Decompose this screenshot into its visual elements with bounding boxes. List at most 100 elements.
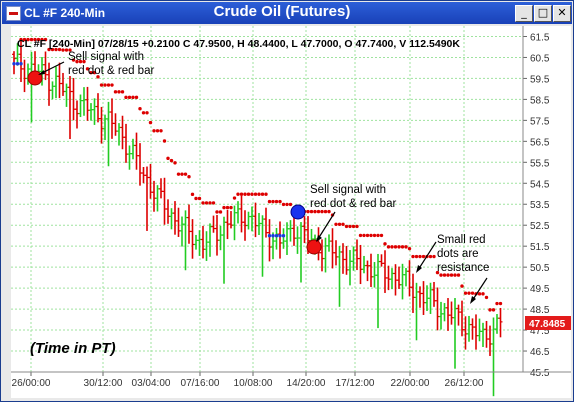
resistance-dot: [421, 254, 426, 259]
resistance-dot: [334, 222, 338, 227]
sell-signal-label-line2: red dot & red bar: [310, 198, 396, 210]
resistance-dot: [138, 107, 142, 111]
y-tick-label: 45.5: [530, 368, 550, 379]
support-dot: [274, 233, 279, 238]
resistance-dot: [267, 199, 272, 204]
x-tick-label: 03/04:00: [132, 378, 171, 389]
resistance-dot: [477, 292, 482, 296]
support-dot: [12, 62, 16, 66]
resistance-dot: [376, 233, 380, 238]
resistance-dot: [285, 202, 289, 207]
sell-signal-arrow: [317, 211, 336, 240]
resistance-dot: [145, 111, 149, 115]
support-dot: [15, 62, 20, 66]
resistance-dot: [386, 245, 391, 249]
resistance-dot: [372, 233, 377, 238]
resistance-dot: [337, 222, 342, 227]
resistance-dot: [463, 291, 468, 295]
resistance-dot: [99, 83, 104, 87]
x-tick-label: 22/00:00: [391, 378, 430, 389]
y-tick-label: 55.5: [530, 158, 550, 169]
resistance-dot: [169, 158, 174, 163]
resistance-dot: [467, 291, 471, 295]
y-tick-label: 58.5: [530, 95, 550, 106]
chart-title: Crude Oil (Futures): [213, 3, 351, 20]
y-tick-label: 51.5: [530, 242, 550, 253]
resistance-dot: [446, 273, 450, 277]
resistance-dot: [82, 59, 86, 64]
maximize-button[interactable]: □: [534, 5, 552, 22]
x-tick-label: 26/12:00: [445, 378, 484, 389]
resistance-dot: [120, 90, 125, 94]
chart-window-icon: [6, 6, 21, 21]
resistance-dot: [85, 67, 90, 71]
y-tick-label: 50.5: [530, 263, 550, 274]
y-tick-label: 57.5: [530, 116, 550, 127]
resistance-dot: [92, 70, 97, 75]
y-tick-label: 61.5: [530, 32, 550, 43]
resistance-label-line2: dots are: [437, 248, 479, 260]
sell-signal-label-line1: Sell signal with: [310, 184, 386, 196]
resistance-dot: [257, 192, 261, 196]
resistance-dot: [323, 209, 328, 214]
x-axis-panel: [11, 372, 571, 398]
resistance-dot: [365, 233, 370, 238]
resistance-dot: [313, 209, 317, 214]
resistance-dot: [232, 196, 237, 200]
resistance-dot: [57, 47, 62, 52]
y-tick-label: 60.5: [530, 53, 550, 64]
title-bar[interactable]: CL #F 240-Min Crude Oil (Futures) _ □ ✕: [2, 2, 572, 24]
resistance-dot: [64, 48, 69, 52]
resistance-dot: [369, 233, 373, 238]
resistance-dot: [250, 192, 254, 196]
resistance-dot: [355, 224, 359, 229]
x-tick-label: 07/16:00: [181, 378, 220, 389]
resistance-dot: [456, 273, 461, 277]
resistance-dot: [152, 129, 156, 133]
resistance-label-line3: resistance: [437, 262, 489, 274]
resistance-dot: [75, 59, 79, 64]
resistance-dot: [33, 37, 37, 42]
resistance-dot: [418, 254, 422, 259]
minimize-button[interactable]: _: [515, 5, 533, 22]
resistance-dot: [288, 202, 293, 207]
y-tick-label: 53.5: [530, 200, 550, 211]
resistance-dot: [141, 111, 146, 115]
x-tick-label: 17/12:00: [336, 378, 375, 389]
resistance-dot: [215, 210, 219, 214]
resistance-dot: [327, 209, 331, 214]
resistance-dot: [211, 201, 216, 205]
support-dot: [267, 233, 272, 238]
close-button[interactable]: ✕: [553, 5, 571, 22]
resistance-dot: [229, 205, 233, 210]
resistance-dot: [236, 192, 240, 196]
resistance-dot: [180, 172, 184, 176]
x-tick-label: 14/20:00: [287, 378, 326, 389]
sell-signal-dot: [306, 239, 322, 255]
window-title: CL #F 240-Min: [24, 6, 106, 20]
resistance-dot: [453, 273, 457, 277]
resistance-dot: [428, 254, 433, 259]
y-tick-label: 46.5: [530, 347, 550, 358]
resistance-dot: [414, 254, 419, 259]
resistance-dot: [243, 192, 247, 196]
resistance-dot: [281, 202, 286, 207]
sell-signal-arrowhead: [38, 70, 45, 75]
x-tick-label: 10/08:00: [234, 378, 273, 389]
resistance-dot: [183, 172, 188, 176]
resistance-dot: [253, 192, 258, 196]
resistance-dot: [400, 245, 405, 249]
resistance-dot: [113, 90, 118, 94]
resistance-dot: [260, 192, 265, 196]
resistance-dot: [278, 199, 282, 204]
resistance-dot: [460, 284, 464, 288]
resistance-arrow: [471, 277, 488, 302]
resistance-dot: [218, 210, 223, 214]
resistance-dot: [201, 201, 205, 205]
resistance-dot: [225, 205, 230, 210]
resistance-dot: [239, 192, 244, 196]
resistance-dot: [134, 95, 139, 100]
resistance-dot: [50, 47, 55, 52]
y-tick-label: 54.5: [530, 179, 550, 190]
